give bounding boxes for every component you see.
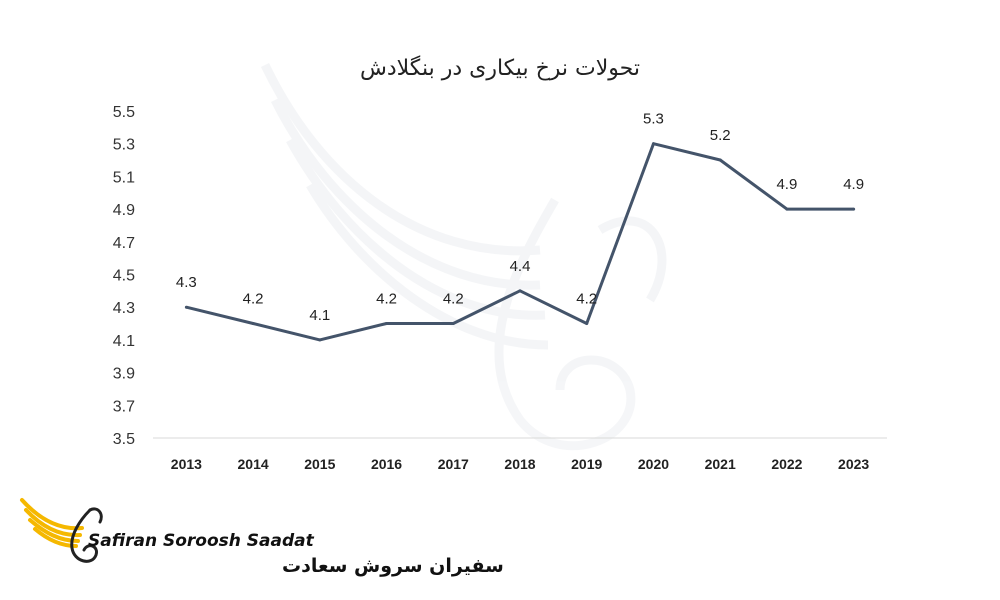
data-point	[251, 322, 255, 326]
data-labels: 4.3 4.2 4.1 4.2 4.2 4.4 4.2 5.3 5.2 4.9 4.9	[176, 111, 864, 324]
brand-logo: Safiran Soroosh Saadat سفیران سروش سعادت	[20, 498, 504, 577]
x-tick-label: 2017	[438, 456, 469, 472]
y-tick-label: 3.7	[113, 398, 135, 415]
data-label: 5.2	[710, 127, 731, 144]
x-tick-label: 2014	[238, 456, 269, 472]
data-point	[651, 142, 655, 146]
chart-title: تحولات نرخ بیکاری در بنگلادش	[360, 55, 640, 81]
data-point	[318, 338, 322, 342]
y-tick-label: 4.3	[113, 300, 135, 317]
y-tick-label: 4.7	[113, 235, 135, 252]
brand-name-latin: Safiran Soroosh Saadat	[88, 531, 315, 551]
x-tick-label: 2019	[571, 456, 602, 472]
data-label: 4.2	[243, 291, 264, 308]
y-tick-label: 5.1	[113, 169, 135, 186]
watermark-wing	[260, 63, 667, 451]
x-tick-label: 2015	[304, 456, 335, 472]
y-tick-label: 3.9	[113, 366, 135, 383]
data-point	[518, 289, 522, 293]
y-tick-label: 5.5	[113, 104, 135, 121]
data-label: 4.9	[843, 176, 864, 193]
data-label: 4.1	[309, 307, 330, 324]
data-label: 4.2	[576, 291, 597, 308]
data-points	[184, 142, 856, 342]
data-point	[852, 207, 856, 211]
y-tick-label: 3.5	[113, 431, 135, 448]
x-axis-ticks: 2013 2014 2015 2016 2017 2018 2019 2020 2021 2022…	[171, 456, 870, 472]
x-tick-label: 2021	[705, 456, 736, 472]
x-tick-label: 2022	[771, 456, 802, 472]
brand-name-persian: سفیران سروش سعادت	[282, 555, 504, 577]
wing-logo-icon	[20, 498, 103, 563]
data-point	[785, 207, 789, 211]
x-tick-label: 2018	[504, 456, 535, 472]
data-label: 4.2	[443, 291, 464, 308]
x-tick-label: 2016	[371, 456, 402, 472]
data-point	[585, 322, 589, 326]
data-point	[184, 305, 188, 309]
y-axis-ticks: 3.5 3.7 3.9 4.1 4.3 4.5 4.7 4.9 5.1 5.3 5.5	[113, 104, 135, 448]
x-tick-label: 2023	[838, 456, 869, 472]
data-point	[385, 322, 389, 326]
data-label: 4.3	[176, 274, 197, 291]
data-label: 5.3	[643, 111, 664, 128]
data-point	[451, 322, 455, 326]
data-label: 4.4	[510, 258, 531, 275]
x-tick-label: 2020	[638, 456, 669, 472]
data-point	[718, 158, 722, 162]
y-tick-label: 5.3	[113, 137, 135, 154]
x-tick-label: 2013	[171, 456, 202, 472]
y-tick-label: 4.1	[113, 333, 135, 350]
data-label: 4.9	[776, 176, 797, 193]
data-label: 4.2	[376, 291, 397, 308]
y-tick-label: 4.5	[113, 268, 135, 285]
y-tick-label: 4.9	[113, 202, 135, 219]
